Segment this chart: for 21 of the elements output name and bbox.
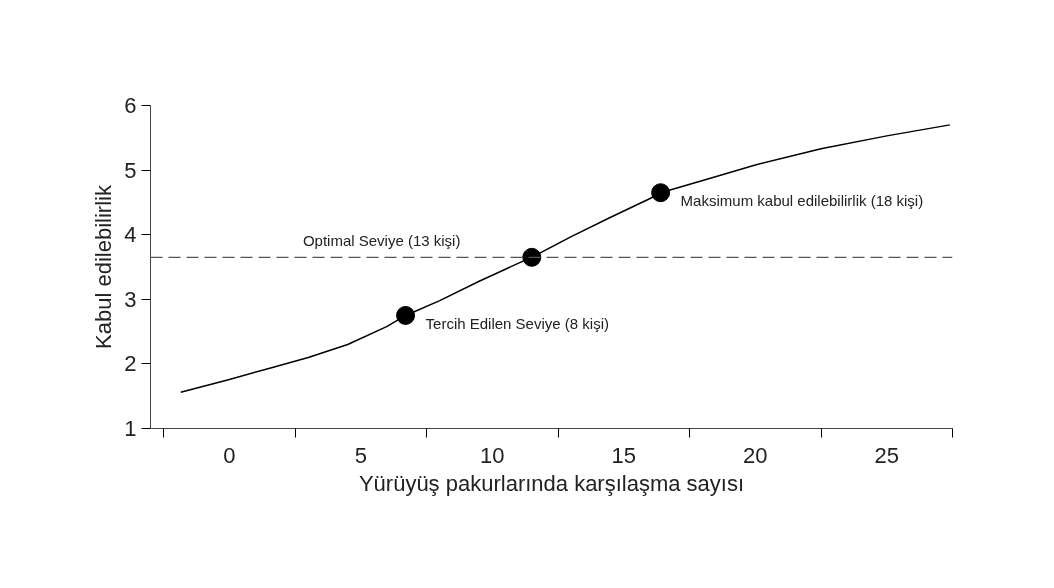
y-tick-label: 2	[124, 351, 137, 377]
annotation: Tercih Edilen Seviye (8 kişi)	[425, 314, 609, 332]
y-axis-title: Kabul edilebilirlik	[91, 184, 117, 349]
annotation: Maksimum kabul edilebilirlik (18 kişi)	[680, 192, 924, 210]
x-tick-label: 20	[743, 442, 768, 468]
point	[396, 305, 416, 325]
x-tick-label: 5	[354, 442, 367, 468]
x-tick-label: 15	[611, 442, 637, 468]
x-axis-title: Yürüyüş pakurlarında karşılaşma sayısı	[358, 470, 745, 496]
y-tick-label: 4	[124, 222, 137, 248]
y-tick-label: 3	[124, 286, 137, 312]
line-series	[179, 124, 951, 394]
point	[651, 183, 671, 203]
x-tick-label: 25	[874, 442, 900, 468]
x-tick-label: 10	[480, 442, 505, 468]
x-tick-label: 0	[223, 442, 236, 468]
point	[522, 247, 542, 267]
y-tick-label: 6	[124, 93, 137, 118]
ref-line-label: Optimal Seviye (13 kişi)	[302, 232, 461, 250]
y-tick-label: 1	[124, 416, 137, 441]
y-tick-label: 5	[124, 157, 137, 183]
